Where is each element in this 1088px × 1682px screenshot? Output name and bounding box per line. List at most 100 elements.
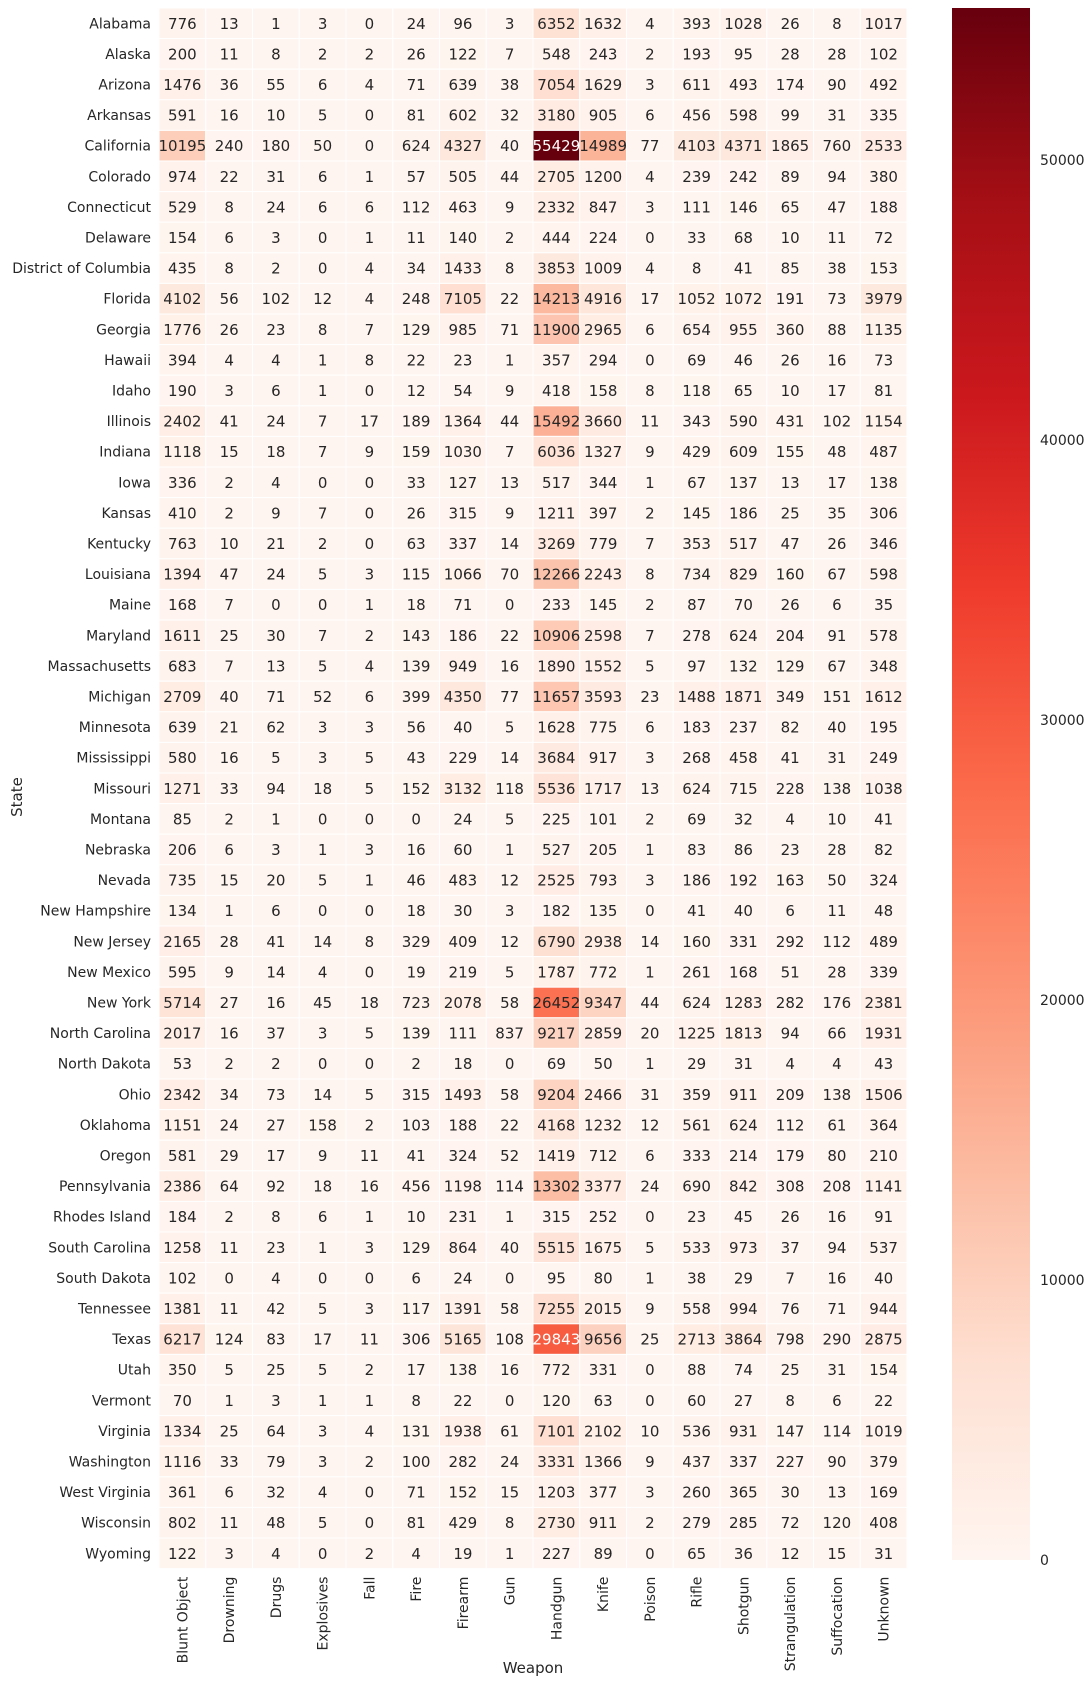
heatmap-cell xyxy=(672,129,721,162)
heatmap-cell xyxy=(392,772,440,805)
cell-value-label: 7 xyxy=(224,596,234,614)
cell-value-label: 1493 xyxy=(444,1086,482,1104)
heatmap-cell xyxy=(298,1445,347,1478)
cell-value-label: 1283 xyxy=(724,994,762,1012)
heatmap-cell xyxy=(532,1170,581,1202)
cell-value-label: 7 xyxy=(318,627,328,645)
heatmap-cell xyxy=(579,1506,627,1539)
heatmap-cell xyxy=(392,1353,440,1386)
heatmap-cell xyxy=(672,1445,721,1478)
cell-value-label: 1717 xyxy=(584,780,622,798)
cell-value-label: 210 xyxy=(869,1147,898,1165)
heatmap-cell xyxy=(766,374,814,407)
heatmap-cell xyxy=(813,435,861,468)
heatmap-cell xyxy=(485,129,534,162)
cell-value-label: 25 xyxy=(781,504,800,522)
cell-value-label: 4 xyxy=(645,260,655,278)
heatmap-cell xyxy=(205,1353,253,1386)
cell-value-label: 0 xyxy=(365,474,375,492)
heatmap-cell xyxy=(298,1323,347,1355)
heatmap-cell xyxy=(298,38,347,70)
cell-value-label: 174 xyxy=(776,76,805,94)
cell-value-label: 15 xyxy=(220,443,239,461)
cell-value-label: 57 xyxy=(407,168,426,186)
cell-value-label: 2859 xyxy=(584,1025,622,1043)
cell-value-label: 346 xyxy=(869,535,898,553)
heatmap-cell xyxy=(626,1109,674,1141)
cell-value-label: 114 xyxy=(823,1422,852,1440)
cell-value-label: 40 xyxy=(453,719,472,737)
cell-value-label: 2 xyxy=(224,1055,234,1073)
cell-value-label: 536 xyxy=(682,1422,711,1440)
cell-value-label: 28 xyxy=(781,45,800,63)
heatmap-cell xyxy=(579,1353,627,1386)
cell-value-label: 1366 xyxy=(584,1453,622,1471)
cell-value-label: 176 xyxy=(823,994,852,1012)
cell-value-label: 135 xyxy=(589,902,618,920)
heatmap-cell xyxy=(859,741,908,774)
cell-value-label: 129 xyxy=(776,657,805,675)
cell-value-label: 102 xyxy=(168,1269,197,1287)
cell-value-label: 548 xyxy=(542,45,571,63)
heatmap-cell xyxy=(392,1506,440,1539)
cell-value-label: 38 xyxy=(687,1269,706,1287)
cell-value-label: 4 xyxy=(271,474,281,492)
cell-value-label: 7054 xyxy=(537,76,575,94)
cell-value-label: 842 xyxy=(729,1178,758,1196)
cell-value-label: 829 xyxy=(729,566,758,584)
heatmap-cell xyxy=(719,1262,768,1294)
cell-value-label: 24 xyxy=(407,15,426,33)
heatmap-cell xyxy=(719,344,768,376)
cell-value-label: 2332 xyxy=(537,198,575,216)
heatmap-cell xyxy=(439,99,487,131)
heatmap-cell xyxy=(252,864,300,896)
state-tick-label: Louisiana xyxy=(85,567,151,583)
cell-value-label: 4168 xyxy=(537,1116,575,1134)
cell-value-label: 337 xyxy=(729,1453,758,1471)
heatmap-cell xyxy=(719,405,768,437)
heatmap-cell xyxy=(345,1231,394,1264)
cell-value-label: 186 xyxy=(729,504,758,522)
cell-value-label: 6 xyxy=(645,719,655,737)
cell-value-label: 21 xyxy=(266,535,285,553)
cell-value-label: 122 xyxy=(168,1545,197,1563)
cell-value-label: 31 xyxy=(640,1086,659,1104)
cell-value-label: 2 xyxy=(224,810,234,828)
cell-value-label: 776 xyxy=(168,15,197,33)
heatmap-cell xyxy=(252,741,300,774)
cell-value-label: 3 xyxy=(365,566,375,584)
heatmap-cell xyxy=(205,99,253,131)
cell-value-label: 2 xyxy=(645,504,655,522)
cell-value-label: 9 xyxy=(224,963,234,981)
cell-value-label: 15 xyxy=(500,1484,519,1502)
heatmap-cell xyxy=(859,956,908,988)
heatmap-cell xyxy=(859,252,908,284)
colorbar xyxy=(952,8,1030,1560)
cell-value-label: 29 xyxy=(220,1147,239,1165)
cell-value-label: 8 xyxy=(645,382,655,400)
cell-value-label: 33 xyxy=(407,474,426,492)
cell-value-label: 1 xyxy=(645,841,655,859)
cell-value-label: 163 xyxy=(776,872,805,890)
heatmap-cell xyxy=(672,1047,721,1080)
heatmap-cell xyxy=(672,344,721,376)
cell-value-label: 77 xyxy=(500,688,519,706)
cell-value-label: 0 xyxy=(365,504,375,522)
heatmap-cell xyxy=(766,1078,814,1111)
heatmap-cell xyxy=(392,191,440,223)
heatmap-cell xyxy=(298,772,347,805)
cell-value-label: 3 xyxy=(505,902,515,920)
cell-value-label: 5 xyxy=(645,657,655,675)
heatmap-cell xyxy=(252,1537,300,1570)
weapon-tick-label: Drugs xyxy=(269,1577,285,1619)
heatmap-cell xyxy=(626,191,674,223)
cell-value-label: 184 xyxy=(168,1208,197,1226)
heatmap-cell xyxy=(485,833,534,866)
cell-value-label: 87 xyxy=(687,596,706,614)
heatmap-cell xyxy=(485,1537,534,1570)
heatmap-cell xyxy=(158,772,207,805)
cell-value-label: 11 xyxy=(407,229,426,247)
cell-value-label: 36 xyxy=(220,76,239,94)
cell-value-label: 103 xyxy=(402,1116,431,1134)
cell-value-label: 537 xyxy=(869,1239,898,1257)
